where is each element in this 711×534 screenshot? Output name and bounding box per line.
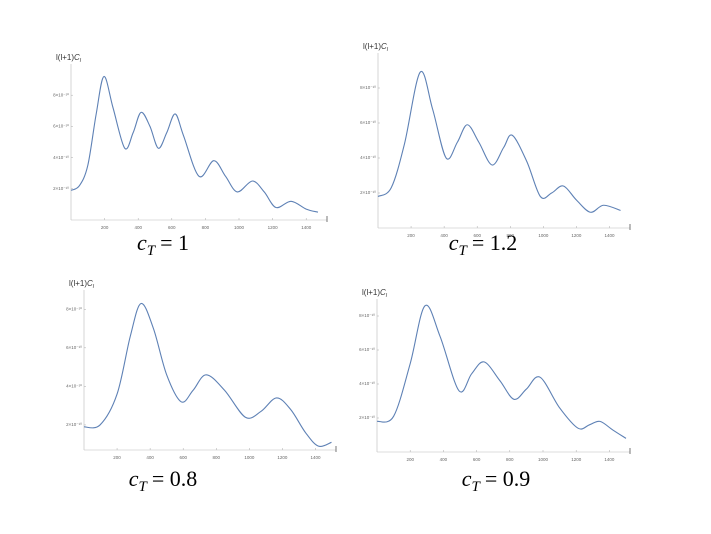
y-axis-label: l(l+1)Cl — [56, 53, 82, 64]
caption-sub: T — [147, 243, 157, 259]
caption-rest: = 1.2 — [472, 230, 517, 255]
x-tick-label: 800 — [507, 233, 515, 238]
x-tick-label: 400 — [440, 457, 448, 462]
y-tick-label: 2×10⁻¹⁰ — [359, 415, 375, 420]
y-tick-label: 2×10⁻¹⁰ — [360, 190, 376, 195]
x-tick-label: 600 — [473, 233, 481, 238]
x-tick-label: 600 — [179, 455, 187, 460]
caption: cT = 0.9 — [462, 466, 531, 495]
y-tick-label: 4×10⁻¹⁰ — [360, 155, 376, 160]
y-tick-label: 6×10⁻¹⁰ — [53, 124, 69, 129]
x-tick-label: 200 — [113, 455, 121, 460]
x-tick-label: 1000 — [234, 225, 245, 230]
x-tick-label: 400 — [134, 225, 142, 230]
y-tick-label: 8×10⁻¹⁰ — [53, 92, 69, 97]
y-label-sub: l — [386, 293, 388, 299]
caption-symbol: c — [137, 230, 147, 255]
y-axis-label: l(l+1)Cl — [362, 288, 388, 299]
curve — [377, 71, 621, 213]
x-tick-label: 1000 — [538, 233, 549, 238]
y-tick-label: 6×10⁻¹⁰ — [66, 345, 82, 350]
x-tick-label: 800 — [213, 455, 221, 460]
y-label-symbol: C — [74, 53, 80, 62]
caption: cT = 1 — [137, 230, 189, 259]
caption-symbol: c — [129, 466, 139, 491]
x-tick-label: 1400 — [310, 455, 321, 460]
curve — [70, 75, 319, 213]
y-label-sub: l — [80, 58, 82, 64]
x-tick-label: 800 — [506, 457, 514, 462]
caption-rest: = 1 — [160, 230, 189, 255]
chart-panel: 2×10⁻¹⁰ 4×10⁻¹⁰ 6×10⁻¹⁰ 8×10⁻¹⁰ 200 400 600 800… — [66, 279, 337, 495]
caption-sub: T — [139, 479, 149, 495]
y-label-text: l(l+1) — [362, 288, 380, 297]
x-tick-label: 200 — [407, 233, 415, 238]
chart-panel: 2×10⁻¹⁰ 4×10⁻¹⁰ 6×10⁻¹⁰ 8×10⁻¹⁰ 200 400 600 800… — [359, 288, 631, 495]
y-tick-label: 2×10⁻¹⁰ — [66, 422, 82, 427]
x-tick-label: 1200 — [571, 457, 582, 462]
caption-rest: = 0.9 — [485, 466, 530, 491]
caption: cT = 0.8 — [129, 466, 198, 495]
y-axis-label: l(l+1)Cl — [69, 279, 95, 290]
x-tick-label: 1200 — [277, 455, 288, 460]
y-label-text: l(l+1) — [56, 53, 74, 62]
x-tick-label: 1000 — [538, 457, 549, 462]
x-tick-label: 1400 — [604, 457, 615, 462]
chart-panel: 2×10⁻¹⁰ 4×10⁻¹⁰ 6×10⁻¹⁰ 8×10⁻¹⁰ 200 400 600 800… — [360, 42, 631, 259]
x-tick-label: 1000 — [244, 455, 255, 460]
x-tick-label: 1200 — [571, 233, 582, 238]
x-tick-label: 600 — [168, 225, 176, 230]
y-tick-label: 6×10⁻¹⁰ — [359, 347, 375, 352]
caption: cT = 1.2 — [449, 230, 518, 259]
y-label-symbol: C — [380, 288, 386, 297]
x-tick-label: 1200 — [268, 225, 279, 230]
y-tick-label: 4×10⁻¹⁰ — [53, 155, 69, 160]
chart-panel: 2×10⁻¹⁰ 4×10⁻¹⁰ 6×10⁻¹⁰ 8×10⁻¹⁰ 200 400 600 800… — [53, 53, 328, 259]
caption-symbol: c — [462, 466, 472, 491]
x-tick-label: 200 — [406, 457, 414, 462]
y-tick-label: 4×10⁻¹⁰ — [66, 384, 82, 389]
x-tick-label: 400 — [440, 233, 448, 238]
caption-rest: = 0.8 — [152, 466, 197, 491]
x-tick-label: 600 — [473, 457, 481, 462]
curve — [376, 304, 627, 439]
y-label-text: l(l+1) — [69, 279, 87, 288]
x-tick-label: 1400 — [604, 233, 615, 238]
y-label-text: l(l+1) — [363, 42, 381, 51]
caption-sub: T — [472, 479, 482, 495]
caption-sub: T — [459, 243, 469, 259]
x-tick-label: 800 — [202, 225, 210, 230]
y-label-sub: l — [93, 284, 95, 290]
y-tick-label: 8×10⁻¹⁰ — [66, 306, 82, 311]
x-tick-label: 400 — [146, 455, 154, 460]
y-tick-label: 4×10⁻¹⁰ — [359, 381, 375, 386]
y-axis-label: l(l+1)Cl — [363, 42, 389, 53]
y-label-sub: l — [387, 47, 389, 53]
y-tick-label: 2×10⁻¹⁰ — [53, 186, 69, 191]
y-tick-label: 8×10⁻¹⁰ — [359, 313, 375, 318]
caption-symbol: c — [449, 230, 459, 255]
y-label-symbol: C — [381, 42, 387, 51]
y-tick-label: 8×10⁻¹⁰ — [360, 85, 376, 90]
x-tick-label: 1400 — [301, 225, 312, 230]
y-tick-label: 6×10⁻¹⁰ — [360, 120, 376, 125]
y-label-symbol: C — [87, 279, 93, 288]
x-tick-label: 200 — [101, 225, 109, 230]
curve — [83, 302, 332, 448]
